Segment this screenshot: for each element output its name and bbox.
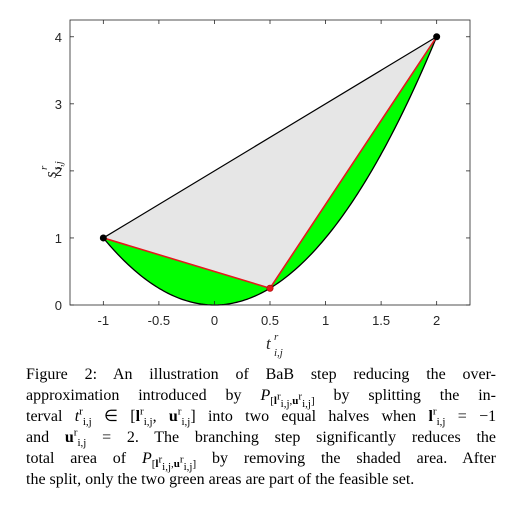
x-tick-label: 1.5 bbox=[372, 313, 390, 328]
y-tick-label: 1 bbox=[55, 231, 62, 246]
x-tick-label: 2 bbox=[433, 313, 440, 328]
x-tick-label: 0 bbox=[211, 313, 218, 328]
caption-line-5: total area of P[lri,j,uri,j] by removing… bbox=[26, 450, 497, 474]
point-2 bbox=[433, 33, 441, 41]
x-tick-label: -1 bbox=[98, 313, 110, 328]
x-tick-label: 1 bbox=[322, 313, 329, 328]
feasible-area-1 bbox=[103, 237, 270, 305]
caption-line-1: Figure 2: An illustration of BaB step re… bbox=[26, 366, 496, 383]
point-3 bbox=[266, 284, 274, 292]
split-chord-1 bbox=[103, 237, 271, 290]
point-1 bbox=[99, 234, 107, 242]
caption-line-4: and uri,j = 2. The branching step signif… bbox=[26, 426, 497, 450]
caption-line-2: approximation introduced by P[lri,j,uri,… bbox=[26, 387, 497, 411]
x-axis-label-sup: r bbox=[274, 331, 279, 343]
removed-area bbox=[103, 36, 437, 289]
y-tick-label: 4 bbox=[55, 30, 62, 45]
chart: -1 -0.5 0 0.5 1 1.5 2 0 1 2 3 4 t r i,j s r i,j bbox=[38, 19, 471, 359]
y-axis-label-sub: i,j bbox=[53, 161, 65, 170]
y-tick-label: 3 bbox=[55, 97, 62, 112]
axes: -1 -0.5 0 0.5 1 1.5 2 0 1 2 3 4 bbox=[55, 19, 471, 328]
y-axis-label-sup: r bbox=[38, 165, 50, 170]
y-tick-label: 0 bbox=[55, 298, 62, 313]
y-tick-label: 2 bbox=[55, 164, 62, 179]
x-tick-label: -0.5 bbox=[148, 313, 170, 328]
plot-area bbox=[99, 33, 441, 306]
axis-labels: t r i,j s r i,j bbox=[38, 161, 283, 359]
figure-caption: Figure 2: An illustration of BaB step re… bbox=[26, 364, 496, 490]
x-axis-label: t bbox=[266, 334, 272, 353]
split-chord-2 bbox=[269, 36, 438, 289]
x-tick-label: 0.5 bbox=[261, 313, 279, 328]
original-chord bbox=[103, 36, 437, 239]
caption-line-3: terval tri,j ∈ [lri,j, uri,j] into two e… bbox=[26, 405, 497, 429]
figure: -1 -0.5 0 0.5 1 1.5 2 0 1 2 3 4 t r i,j s r i,j bbox=[38, 19, 471, 359]
y-axis-label-group: s r i,j bbox=[38, 161, 65, 178]
caption-line-6: the split, only the two green areas are … bbox=[26, 471, 415, 488]
y-axis-label: s bbox=[41, 171, 60, 178]
x-axis-label-sub: i,j bbox=[274, 347, 283, 359]
